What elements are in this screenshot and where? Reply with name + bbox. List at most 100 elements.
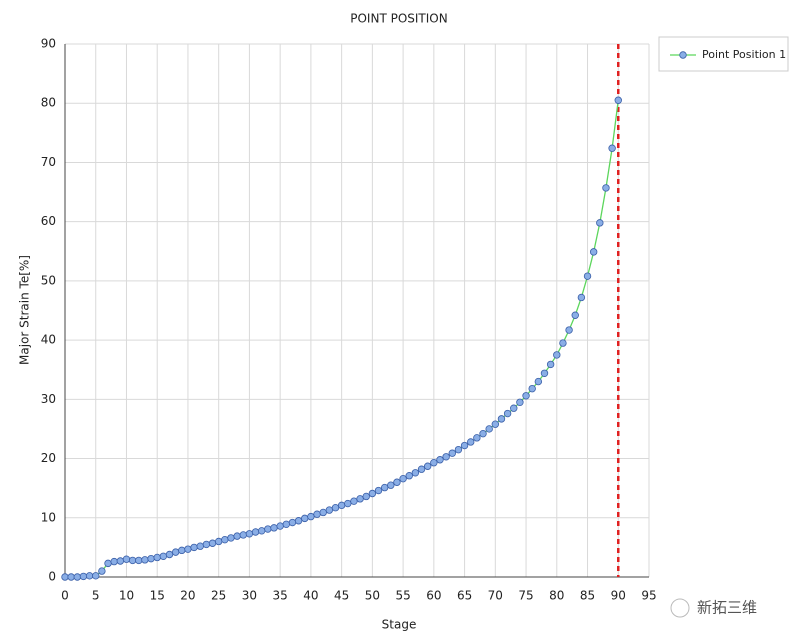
y-tick-label: 90	[41, 37, 56, 51]
data-point	[67, 573, 75, 581]
data-point	[510, 404, 518, 412]
data-point	[589, 248, 598, 256]
data-point	[497, 415, 506, 423]
legend-label: Point Position 1	[702, 48, 786, 61]
data-point	[202, 540, 211, 549]
data-point	[485, 425, 493, 433]
data-point	[436, 456, 444, 464]
watermark-icon	[670, 598, 690, 618]
data-point	[165, 550, 174, 559]
data-point	[258, 527, 266, 535]
x-tick-label: 10	[119, 589, 134, 603]
data-point	[178, 546, 186, 555]
x-tick-label: 45	[334, 589, 349, 603]
data-point	[411, 469, 420, 477]
data-point	[282, 520, 291, 528]
x-tick-label: 50	[365, 589, 380, 603]
data-point	[528, 384, 536, 393]
data-point	[448, 449, 456, 457]
data-point	[479, 429, 487, 438]
data-point	[442, 453, 450, 461]
legend-box	[658, 36, 789, 72]
data-point	[405, 472, 413, 480]
data-point	[245, 530, 254, 538]
x-tick-label: 5	[92, 589, 100, 603]
data-point	[553, 351, 561, 359]
data-point	[399, 474, 407, 483]
data-point	[430, 459, 438, 467]
data-point	[577, 293, 586, 302]
data-point	[331, 504, 340, 512]
data-point	[73, 573, 81, 581]
data-point	[344, 499, 352, 508]
data-point	[79, 572, 88, 581]
data-point	[559, 339, 567, 347]
data-point	[522, 392, 530, 400]
data-point	[387, 481, 395, 489]
data-point	[227, 534, 235, 542]
data-point	[467, 438, 475, 446]
y-tick-label: 0	[48, 570, 56, 584]
y-tick-label: 80	[41, 96, 56, 110]
data-point	[276, 522, 284, 530]
data-point	[135, 556, 143, 565]
data-point	[233, 532, 241, 540]
x-tick-label: 85	[580, 589, 595, 603]
data-point	[350, 497, 358, 505]
x-tick-label: 55	[395, 589, 410, 603]
x-tick-label: 20	[180, 589, 195, 603]
x-tick-label: 80	[549, 589, 564, 603]
y-axis-label: Major Strain Te[%]	[18, 255, 32, 365]
y-tick-label: 20	[41, 451, 56, 465]
data-point	[208, 539, 217, 547]
data-point	[423, 462, 432, 470]
y-tick-label: 10	[41, 510, 56, 524]
data-point	[153, 553, 161, 562]
y-tick-label: 50	[41, 273, 56, 287]
data-point	[473, 434, 481, 442]
chart-title: POINT POSITION	[350, 12, 447, 26]
data-point	[460, 441, 469, 450]
data-point	[337, 501, 346, 510]
data-point	[614, 96, 622, 104]
data-point	[307, 512, 315, 521]
legend-marker	[679, 51, 687, 59]
data-point	[565, 326, 573, 334]
y-tick-label: 70	[41, 155, 56, 169]
data-point	[313, 510, 321, 518]
x-tick-label: 70	[488, 589, 503, 603]
data-point	[128, 556, 137, 565]
data-point	[534, 377, 543, 386]
data-point	[116, 557, 125, 565]
data-point	[122, 555, 131, 563]
data-point	[374, 486, 383, 495]
data-point	[288, 518, 297, 527]
data-point	[491, 420, 500, 428]
data-point	[325, 506, 334, 514]
data-point	[602, 184, 610, 192]
y-tick-label: 30	[41, 392, 56, 406]
y-tick-label: 60	[41, 214, 56, 228]
data-point	[184, 545, 192, 553]
data-point	[110, 557, 118, 566]
data-point	[147, 554, 155, 563]
data-point	[171, 548, 180, 556]
x-tick-label: 90	[611, 589, 626, 603]
data-point	[104, 559, 112, 568]
x-tick-label: 65	[457, 589, 472, 603]
data-point	[92, 572, 100, 580]
x-tick-label: 95	[641, 589, 656, 603]
data-point	[362, 492, 370, 501]
x-tick-label: 60	[426, 589, 441, 603]
data-point	[264, 525, 272, 533]
x-tick-label: 0	[61, 589, 69, 603]
x-tick-label: 40	[303, 589, 318, 603]
x-tick-label: 35	[273, 589, 288, 603]
data-point	[540, 369, 549, 377]
data-point	[571, 311, 579, 319]
y-tick-label: 40	[41, 333, 56, 347]
data-point	[516, 398, 524, 406]
data-point	[251, 528, 260, 536]
